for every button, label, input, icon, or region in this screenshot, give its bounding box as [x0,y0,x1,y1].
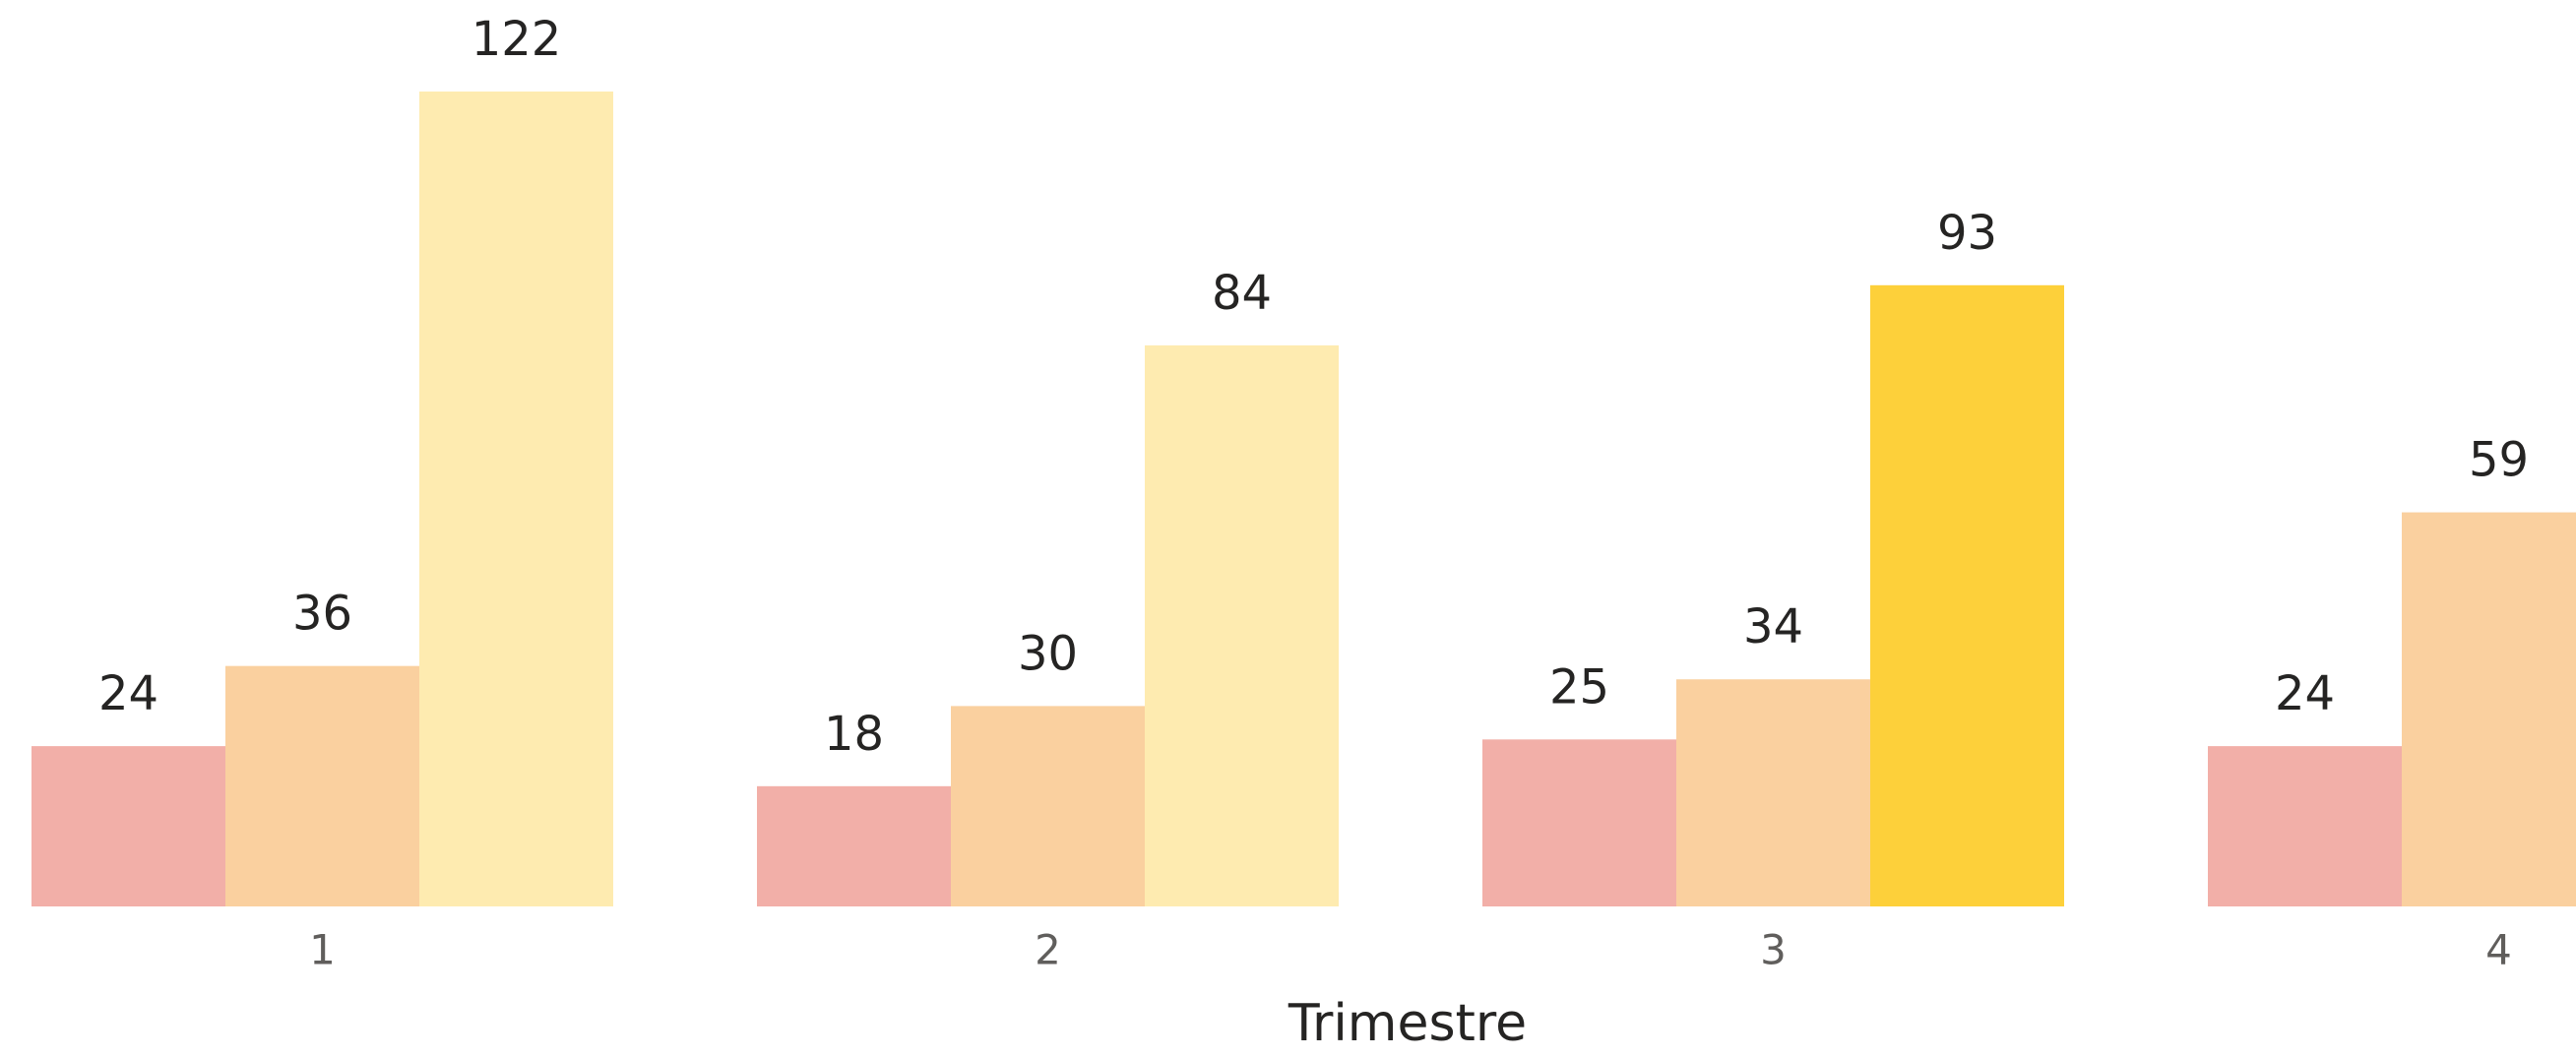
data-label: 122 [471,12,562,67]
data-label: 59 [2469,433,2529,488]
x-axis-title: Trimestre [1288,994,1527,1053]
data-label: 25 [1549,659,1609,715]
data-label: 30 [1018,626,1078,681]
data-label: 36 [292,587,352,642]
data-label: 24 [98,666,158,721]
data-label: 93 [1937,206,1997,261]
bar [1482,739,1676,906]
data-label: 34 [1743,599,1803,654]
bar [2402,512,2576,906]
bar [1145,344,1339,907]
bar [419,92,613,906]
bar [31,746,225,906]
x-tick-label: 4 [2485,926,2512,974]
bar [1870,284,2064,906]
data-label: 24 [2275,666,2335,721]
x-tick-label: 2 [1035,926,1061,974]
bar [951,706,1145,906]
data-label: 84 [1212,266,1272,321]
bar [225,665,419,906]
bar [1676,679,1870,906]
x-tick-label: 3 [1760,926,1787,974]
bar [757,785,951,906]
data-label: 18 [824,707,884,762]
bar [2208,746,2402,906]
x-tick-label: 1 [309,926,336,974]
